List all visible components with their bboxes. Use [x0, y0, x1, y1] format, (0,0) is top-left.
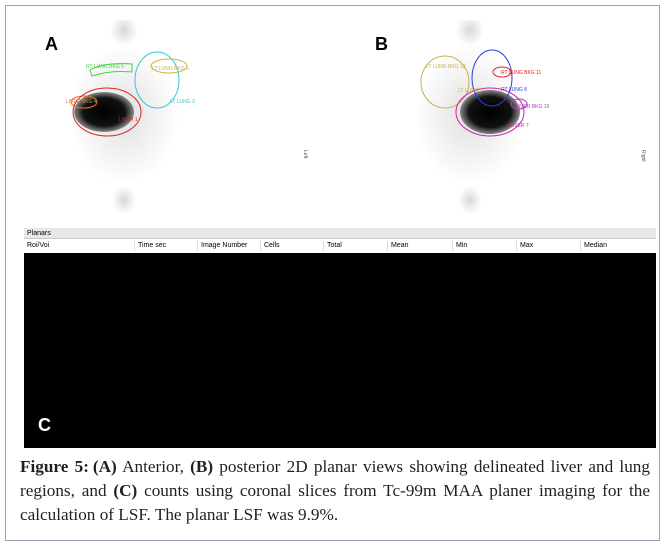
roi-label: LT LUNG 3: [170, 99, 195, 105]
anterior-view: [69, 20, 188, 214]
roi-table: Planars Roi/Voi Time sec Image Number Cells…: [24, 228, 656, 448]
caption-part: (C): [113, 481, 138, 500]
orientation-label: Left: [302, 150, 308, 159]
caption-part: Anterior,: [116, 457, 191, 476]
orientation-label: Right: [640, 150, 646, 162]
column-header: Time sec: [134, 241, 166, 251]
roi-label: LIVER BKG 4: [66, 99, 97, 105]
column-header: Min: [452, 241, 467, 251]
caption-part: counts using coronal slices from Tc-99m …: [20, 481, 650, 524]
table-header: Roi/Voi Time sec Image Number Cells Total Mea…: [24, 239, 656, 254]
planar-images: RoiWB - ANTERIORLIVER 113,430396,207.001…: [24, 20, 656, 228]
panel-label: C: [38, 415, 51, 435]
column-header: Mean: [387, 241, 409, 251]
roi-label: LT LUNG BKG 6: [152, 66, 189, 72]
column-header: Roi/Voi: [27, 242, 50, 249]
roi-label: LIVER 7: [510, 123, 529, 129]
caption-part: (B): [190, 457, 214, 476]
column-header: Total: [323, 241, 342, 251]
roi-label: LT LUNG 9: [458, 88, 483, 94]
figure-frame: [5, 5, 660, 541]
roi-label: RT LUNG 8: [501, 87, 527, 93]
roi-label: LT LUNG BKG 12: [426, 64, 466, 70]
caption-part: Figure 5:: [20, 457, 89, 476]
figure-caption: Figure 5: (A) Anterior, (B) posterior 2D …: [20, 455, 650, 527]
column-header: Max: [516, 241, 533, 251]
panel-label: A: [45, 34, 58, 54]
column-header: Cells: [260, 241, 280, 251]
posterior-view: [415, 20, 528, 214]
roi-label: LIVER BKG 10: [516, 104, 550, 110]
column-header: Median: [580, 241, 607, 251]
panel-label: B: [375, 34, 388, 54]
caption-part: posterior 2D planar views showing deline…: [20, 457, 650, 500]
tab-label: Planars: [24, 228, 656, 239]
table-body: C: [24, 253, 656, 448]
roi-label: RT LUNG BKG 5: [86, 64, 124, 70]
roi-label: RT LUNG BKG 11: [501, 70, 542, 76]
column-header: Image Number: [197, 241, 247, 251]
roi-label: LIVER 1: [119, 117, 138, 123]
caption-part: (A): [92, 457, 117, 476]
